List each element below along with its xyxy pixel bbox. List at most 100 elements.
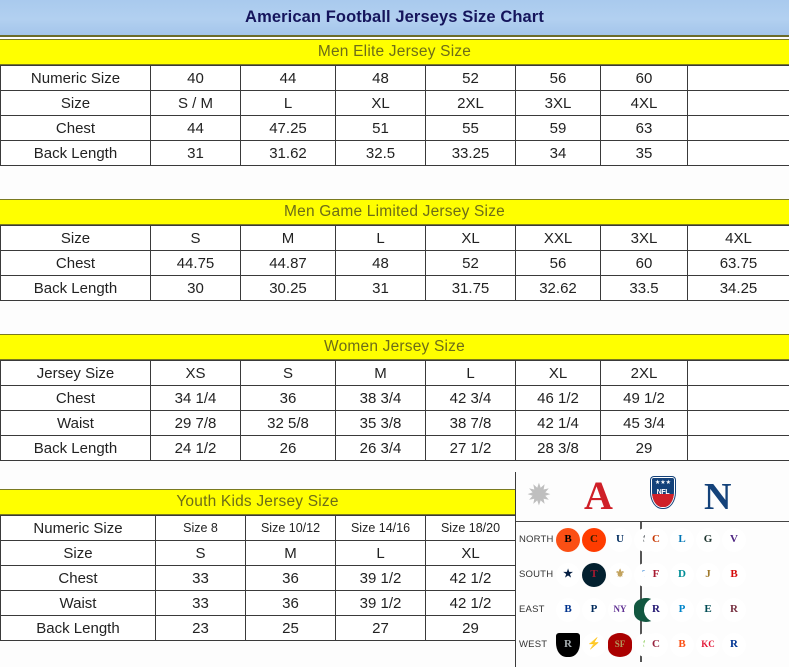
texans-logo[interactable]: T [582, 562, 606, 587]
division-row-north: NORTH B C U S C L G V [516, 522, 789, 557]
table-row: Size S M L XL XXL 3XL 4XL [0, 225, 789, 251]
raiders-logo[interactable]: R [556, 632, 580, 657]
cell-empty [687, 360, 789, 386]
cell: 2XL [600, 360, 688, 386]
cell: 56 [515, 65, 601, 91]
cell: 4XL [600, 90, 688, 116]
chargers-logo[interactable]: ⚡ [582, 632, 606, 657]
cell: XL [515, 360, 601, 386]
cell: 3XL [515, 90, 601, 116]
dolphins-logo[interactable]: D [670, 562, 694, 587]
cell-empty [687, 140, 789, 166]
cell: 48 [335, 250, 426, 276]
cell-empty [687, 385, 789, 411]
table-row: Back Length 30 30.25 31 31.75 32.62 33.5… [0, 275, 789, 301]
ravens-logo[interactable]: R [644, 597, 668, 622]
row-label: Chest [0, 385, 151, 411]
cell: 25 [245, 615, 336, 641]
bears-logo[interactable]: C [644, 527, 668, 552]
shield-top [652, 478, 674, 490]
table-row: Numeric Size 40 44 48 52 56 60 [0, 65, 789, 91]
size-table-women: Jersey Size XS S M L XL 2XL Chest 34 1/4… [0, 360, 789, 461]
afc-team-group: B C U S [556, 527, 658, 552]
broncos-logo[interactable]: B [670, 632, 694, 657]
section-heading-text: Women Jersey Size [324, 338, 465, 355]
table-row: Chest 44 47.25 51 55 59 63 [0, 115, 789, 141]
table-block-youth-kids: Youth Kids Jersey Size Numeric Size Size… [0, 489, 516, 641]
cell: 31 [335, 275, 426, 301]
cell: 2XL [425, 90, 516, 116]
cell-empty [687, 90, 789, 116]
table-block-men-elite: Men Elite Jersey Size Numeric Size 40 44… [0, 39, 789, 166]
chiefs-logo[interactable]: KC [696, 632, 720, 657]
cell: S [150, 225, 241, 251]
jaguars-logo[interactable]: J [696, 562, 720, 587]
shield-stars: ★★★ [654, 480, 672, 486]
row-label: Numeric Size [0, 515, 156, 541]
lions-logo[interactable]: L [670, 527, 694, 552]
cell: 40 [150, 65, 241, 91]
row-label: Back Length [0, 275, 151, 301]
cell: 31 [150, 140, 241, 166]
packers-logo[interactable]: G [696, 527, 720, 552]
browns-logo[interactable]: C [582, 527, 606, 552]
eagles-logo[interactable]: E [696, 597, 720, 622]
rams-logo[interactable]: R [722, 632, 746, 657]
cell-empty [687, 435, 789, 461]
49ers-logo[interactable]: SF [608, 632, 632, 657]
redskins-logo[interactable]: R [722, 597, 746, 622]
cell: 55 [425, 115, 516, 141]
cell: L [240, 90, 336, 116]
panthers-logo[interactable]: P [670, 597, 694, 622]
cowboys-logo[interactable]: ★ [556, 562, 580, 587]
cell: 27 [335, 615, 426, 641]
falcons-logo[interactable]: F [644, 562, 668, 587]
cell: 52 [425, 250, 516, 276]
table-row: Waist 29 7/8 32 5/8 35 3/8 38 7/8 42 1/4… [0, 410, 789, 436]
cell: 26 [240, 435, 336, 461]
giants-logo[interactable]: NY [608, 597, 632, 622]
cell: 34.25 [687, 275, 789, 301]
cell-empty [687, 65, 789, 91]
nfc-team-group: C B KC R [638, 632, 789, 657]
cell: 63.75 [687, 250, 789, 276]
saints-logo[interactable]: ⚜ [608, 562, 632, 587]
cell: 28 3/8 [515, 435, 601, 461]
patriots-logo[interactable]: P [582, 597, 606, 622]
cell: 34 [515, 140, 601, 166]
cell: S [155, 540, 246, 566]
table-row: Chest 44.75 44.87 48 52 56 60 63.75 [0, 250, 789, 276]
row-label: Size [0, 225, 151, 251]
bengals-logo[interactable]: B [556, 527, 580, 552]
cell: L [335, 225, 426, 251]
afc-team-group: B P NY J [556, 597, 658, 622]
row-label: Size [0, 540, 156, 566]
cell: 24 1/2 [150, 435, 241, 461]
vikings-logo[interactable]: V [722, 527, 746, 552]
cell: 23 [155, 615, 246, 641]
nfc-team-group: F D J B [638, 562, 789, 587]
cell: 33 [155, 590, 246, 616]
division-row-west: WEST R ⚡ SF S C B KC R [516, 627, 789, 662]
division-row-east: EAST B P NY J R P E R [516, 592, 789, 627]
table-row: Size S M L XL [0, 540, 516, 566]
section-heading-women: Women Jersey Size [0, 334, 789, 360]
cell: XL [425, 540, 516, 566]
cell: 29 7/8 [150, 410, 241, 436]
table-row: Back Length 31 31.62 32.5 33.25 34 35 [0, 140, 789, 166]
cell: 33 [155, 565, 246, 591]
section-heading-text: Men Elite Jersey Size [317, 43, 472, 60]
nfc-conference-icon: N [704, 476, 732, 518]
cell: 42 3/4 [425, 385, 516, 411]
bills-logo[interactable]: B [556, 597, 580, 622]
division-label: NORTH [519, 534, 554, 545]
buccaneers-logo[interactable]: B [722, 562, 746, 587]
cell: Size 14/16 [335, 515, 426, 541]
cell: 30.25 [240, 275, 336, 301]
cardinals-logo[interactable]: C [644, 632, 668, 657]
cell: 60 [600, 65, 688, 91]
starburst-icon: ✹ [526, 479, 552, 512]
cell: Size 8 [155, 515, 246, 541]
colts-logo[interactable]: U [608, 527, 632, 552]
cell: L [425, 360, 516, 386]
